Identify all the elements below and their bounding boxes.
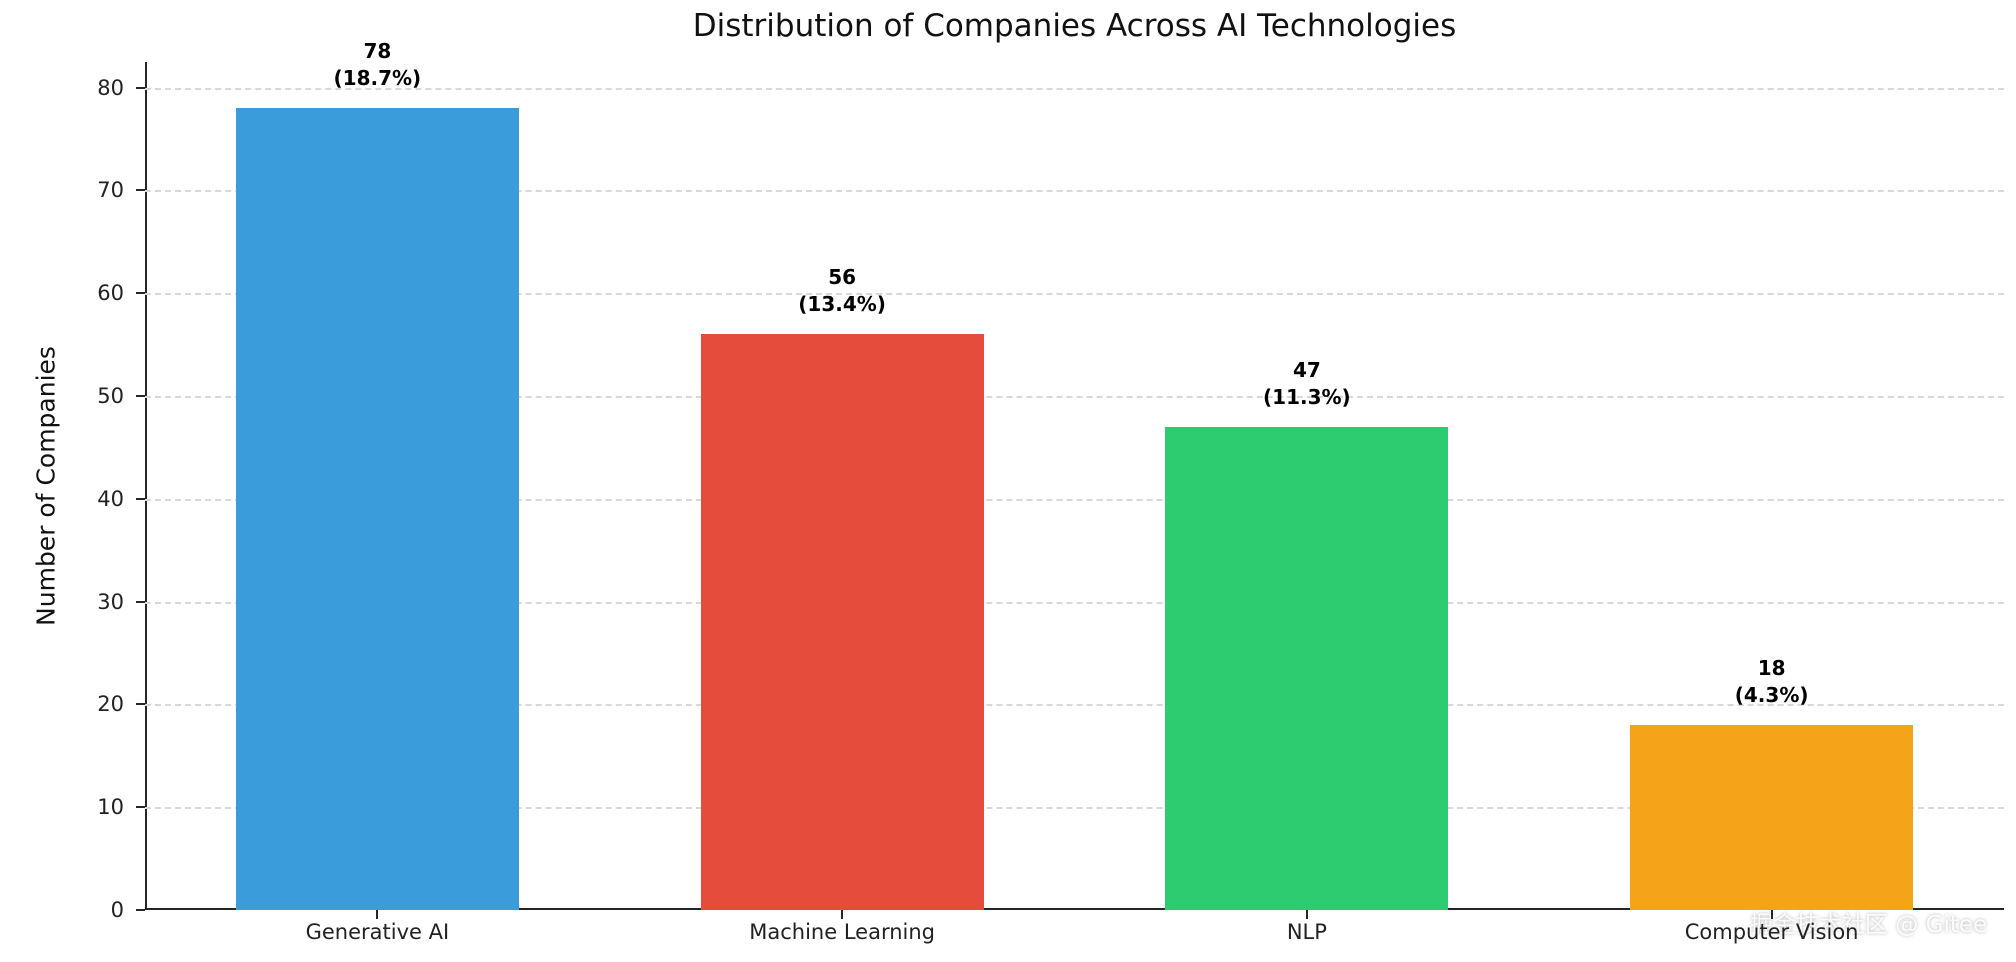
y-tick-label: 80 — [97, 75, 124, 100]
bar-value: 56 — [828, 265, 857, 290]
y-tick-mark — [136, 86, 145, 89]
bar-nlp — [1165, 426, 1449, 910]
bar-percent: (4.3%) — [1734, 682, 1809, 707]
gridline-y-10 — [145, 807, 2004, 810]
x-tick-label-machine-learning: Machine Learning — [749, 920, 935, 944]
plot-area: 78 (18.7%) 56 (13.4%) 47 (11.3%) 18 (4.3%) — [145, 39, 2004, 910]
y-tick-label: 0 — [110, 898, 124, 922]
gridline-y-80 — [145, 87, 2004, 90]
x-tick-mark — [1770, 910, 1773, 919]
y-tick-label: 40 — [97, 486, 124, 511]
y-tick-label: 10 — [97, 795, 124, 820]
x-tick-mark — [1305, 910, 1308, 919]
bar-percent: (13.4%) — [798, 292, 886, 317]
x-axis-line — [145, 908, 2004, 910]
gridline-y-40 — [145, 498, 2004, 501]
y-tick-label: 50 — [97, 384, 124, 409]
bar-value: 47 — [1292, 357, 1321, 382]
x-tick-label-nlp: NLP — [1286, 920, 1327, 944]
y-tick-label: 70 — [97, 178, 124, 203]
x-tick-label-computer-vision: Computer Vision — [1684, 920, 1859, 944]
bar-value: 18 — [1757, 655, 1786, 680]
y-tick-mark — [136, 292, 145, 295]
bar-value-label: 78 (18.7%) — [217, 38, 537, 92]
gridline-y-50 — [145, 396, 2004, 399]
bar-value-label: 47 (11.3%) — [1147, 357, 1467, 411]
x-tick-mark — [841, 910, 844, 919]
gridline-y-70 — [145, 190, 2004, 193]
y-tick-label: 60 — [97, 281, 124, 306]
y-tick-label: 30 — [97, 589, 124, 614]
y-tick-label: 20 — [97, 692, 124, 717]
bar-generative-ai — [235, 108, 519, 910]
bar-machine-learning — [700, 334, 984, 910]
y-tick-mark — [136, 703, 145, 706]
gridline-y-20 — [145, 704, 2004, 707]
gridline-y-60 — [145, 293, 2004, 296]
y-tick-mark — [136, 189, 145, 192]
y-tick-mark — [136, 806, 145, 809]
bar-value-label: 56 (13.4%) — [682, 264, 1002, 318]
chart-title: Distribution of Companies Across AI Tech… — [692, 8, 1457, 44]
bar-computer-vision — [1630, 724, 1914, 910]
bar-percent: (18.7%) — [333, 66, 422, 91]
x-tick-label-generative-ai: Generative AI — [305, 920, 450, 944]
y-tick-mark — [136, 395, 145, 398]
y-tick-mark — [136, 497, 145, 500]
y-tick-mark — [136, 909, 145, 911]
gridline-y-30 — [145, 601, 2004, 604]
bar-percent: (11.3%) — [1263, 384, 1351, 409]
x-tick-mark — [376, 910, 379, 919]
y-axis-line — [145, 62, 147, 910]
watermark-text: 掘金技术社区 @ Gitee — [1750, 912, 1988, 938]
bar-value: 78 — [363, 39, 392, 64]
y-tick-mark — [136, 600, 145, 603]
bar-value-label: 18 (4.3%) — [1612, 655, 1932, 709]
